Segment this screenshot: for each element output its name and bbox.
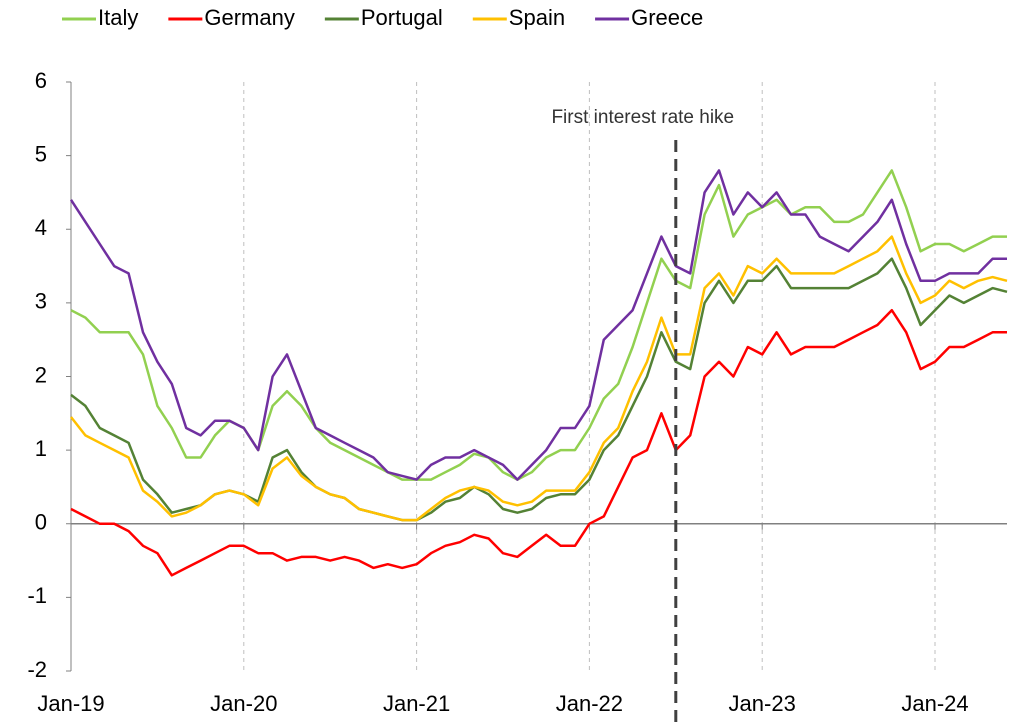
y-tick-label: 3 <box>35 289 47 314</box>
y-tick-label: 0 <box>35 510 47 535</box>
x-tick-label: Jan-22 <box>556 691 623 716</box>
legend-label: Germany <box>204 5 294 30</box>
legend-label: Greece <box>631 5 703 30</box>
x-tick-label: Jan-21 <box>383 691 450 716</box>
series-line <box>69 169 1007 481</box>
y-tick-label: -2 <box>27 657 47 682</box>
y-tick-label: 4 <box>35 215 47 240</box>
x-tick-label: Jan-24 <box>901 691 968 716</box>
legend-label: Italy <box>98 5 138 30</box>
legend-label: Spain <box>509 5 565 30</box>
y-tick-label: 2 <box>35 362 47 387</box>
y-tick-label: 5 <box>35 141 47 166</box>
y-tick-label: -1 <box>27 583 47 608</box>
x-tick-label: Jan-23 <box>729 691 796 716</box>
x-tick-label: Jan-19 <box>37 691 104 716</box>
series-line <box>70 257 1008 522</box>
legend-label: Portugal <box>361 5 443 30</box>
annotation-text: First interest rate hike <box>551 107 734 128</box>
series-line <box>70 308 1007 577</box>
series-line <box>70 235 1008 522</box>
y-tick-label: 1 <box>35 436 47 461</box>
y-tick-label: 6 <box>35 68 47 93</box>
series-line <box>70 169 1007 481</box>
x-tick-label: Jan-20 <box>210 691 277 716</box>
